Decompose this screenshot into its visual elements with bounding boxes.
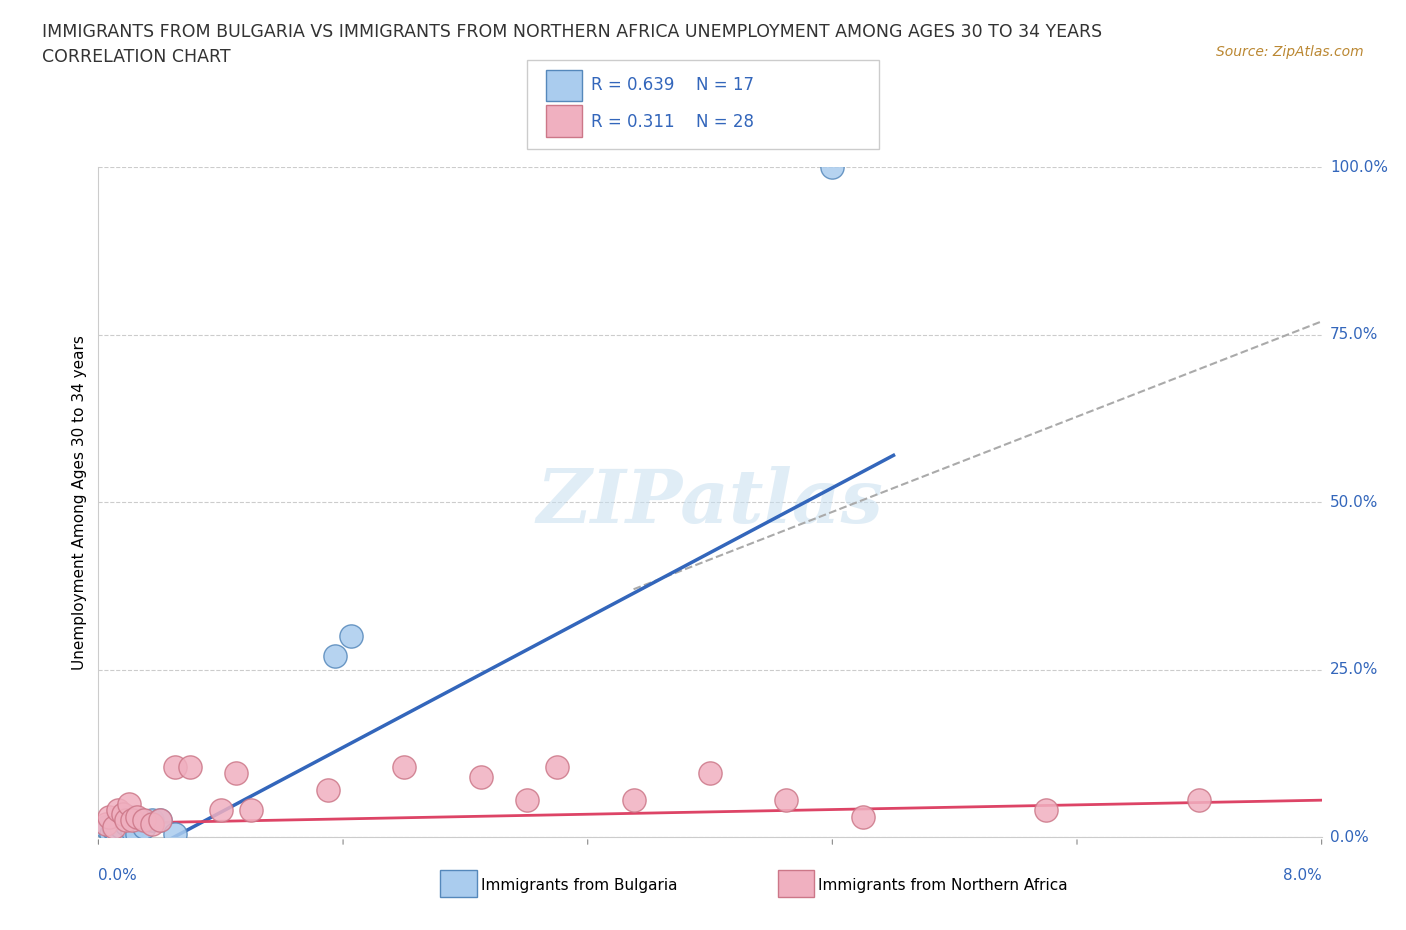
Text: Immigrants from Northern Africa: Immigrants from Northern Africa [818, 878, 1069, 893]
Text: R = 0.311: R = 0.311 [591, 113, 673, 131]
Point [339, 629, 361, 644]
Point [94, 819, 117, 834]
Point [316, 783, 339, 798]
Point [100, 826, 122, 841]
Text: 75.0%: 75.0% [1330, 327, 1378, 342]
Point [179, 759, 201, 774]
Point [470, 769, 492, 784]
Text: N = 28: N = 28 [696, 113, 754, 131]
Point [392, 759, 416, 774]
Text: 25.0%: 25.0% [1330, 662, 1378, 677]
Point [118, 796, 141, 811]
Text: Source: ZipAtlas.com: Source: ZipAtlas.com [1216, 45, 1364, 59]
Point [111, 806, 134, 821]
Point [94, 817, 117, 831]
Point [699, 766, 721, 781]
Text: 0.0%: 0.0% [1330, 830, 1368, 844]
Point [103, 823, 125, 838]
Point [515, 792, 537, 807]
Point [115, 813, 138, 828]
Text: 50.0%: 50.0% [1330, 495, 1378, 510]
Text: ZIPatlas: ZIPatlas [537, 466, 883, 538]
Point [118, 809, 141, 824]
Point [1188, 792, 1211, 807]
Point [141, 817, 163, 831]
Point [125, 826, 148, 841]
Point [821, 160, 844, 175]
Point [105, 826, 128, 841]
Point [121, 813, 143, 828]
Point [623, 792, 645, 807]
Text: 100.0%: 100.0% [1330, 160, 1388, 175]
Point [110, 819, 132, 834]
Point [1035, 803, 1057, 817]
Point [209, 803, 232, 817]
Text: 8.0%: 8.0% [1282, 868, 1322, 883]
Point [163, 759, 186, 774]
Point [134, 813, 156, 828]
Point [149, 813, 172, 828]
Point [149, 813, 172, 828]
Point [163, 826, 186, 841]
Text: Immigrants from Bulgaria: Immigrants from Bulgaria [481, 878, 678, 893]
Text: 0.0%: 0.0% [98, 868, 138, 883]
Point [125, 809, 148, 824]
Point [103, 819, 125, 834]
Point [115, 817, 138, 831]
Y-axis label: Unemployment Among Ages 30 to 34 years: Unemployment Among Ages 30 to 34 years [72, 335, 87, 670]
Text: CORRELATION CHART: CORRELATION CHART [42, 48, 231, 66]
Point [240, 803, 263, 817]
Point [325, 649, 347, 664]
Point [129, 813, 152, 828]
Point [98, 809, 121, 824]
Point [852, 809, 875, 824]
Point [775, 792, 797, 807]
Text: N = 17: N = 17 [696, 75, 754, 94]
Point [134, 819, 156, 834]
Text: IMMIGRANTS FROM BULGARIA VS IMMIGRANTS FROM NORTHERN AFRICA UNEMPLOYMENT AMONG A: IMMIGRANTS FROM BULGARIA VS IMMIGRANTS F… [42, 23, 1102, 41]
Point [225, 766, 247, 781]
Text: R = 0.639: R = 0.639 [591, 75, 673, 94]
Point [141, 813, 163, 828]
Point [107, 803, 129, 817]
Point [546, 759, 568, 774]
Point [121, 823, 143, 838]
